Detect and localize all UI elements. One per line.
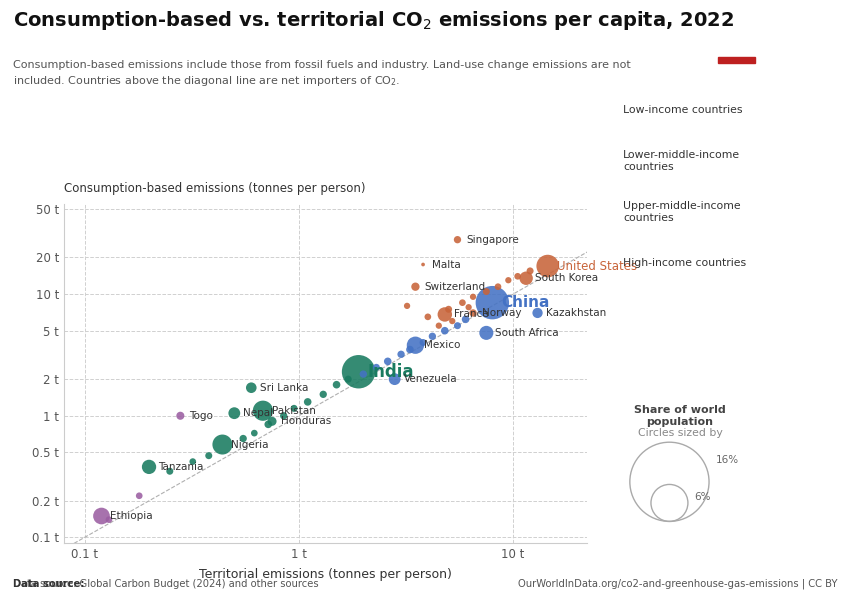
Text: Data source: Global Carbon Budget (2024) and other sources: Data source: Global Carbon Budget (2024)… [13,579,319,589]
Point [438,326,451,335]
Point [381,356,394,366]
Point [228,409,241,418]
Point [524,266,537,276]
Point [342,374,355,384]
Point [541,261,554,271]
Text: Kazakhstan: Kazakhstan [547,308,607,318]
Point [330,380,343,389]
Text: China: China [502,295,550,310]
Text: Venezuela: Venezuela [404,374,457,384]
Point [316,389,330,399]
Point [142,462,156,472]
Point [245,383,258,392]
Text: Upper-middle-income
countries: Upper-middle-income countries [623,200,740,223]
Text: Share of world
population: Share of world population [634,404,726,427]
Point [442,304,456,314]
Point [247,428,261,438]
Point [202,451,216,460]
Point [502,275,515,285]
Text: Our World: Our World [749,19,811,29]
Point [277,411,291,421]
Point [394,349,408,359]
Point [467,292,480,302]
Point [479,287,493,296]
Point [416,338,430,347]
Point [456,298,469,307]
Point [163,466,177,476]
Point [370,362,383,372]
Text: Mexico: Mexico [424,340,461,350]
Point [173,411,187,421]
Text: Honduras: Honduras [280,416,332,427]
Text: OurWorldInData.org/co2-and-greenhouse-gas-emissions | CC BY: OurWorldInData.org/co2-and-greenhouse-ga… [518,578,837,589]
Text: High-income countries: High-income countries [623,258,746,268]
Point [438,310,451,319]
Text: Consumption-based emissions (tonnes per person): Consumption-based emissions (tonnes per … [64,182,366,195]
Point [416,260,430,269]
Point [133,491,146,500]
Point [530,308,544,318]
Bar [718,57,755,63]
Text: Nepal: Nepal [243,408,274,418]
Point [421,312,434,322]
Point [467,308,480,318]
Text: Lower-middle-income
countries: Lower-middle-income countries [623,149,740,172]
Point [432,321,445,331]
Text: Switzerland: Switzerland [424,281,485,292]
Text: United States: United States [557,260,637,272]
Point [400,301,414,311]
Point [356,369,370,379]
Point [265,416,279,426]
Text: 6%: 6% [694,493,711,502]
Text: Circles sized by: Circles sized by [638,428,722,438]
Point [485,298,499,307]
Point [409,282,422,292]
Point [352,367,366,377]
Text: Low-income countries: Low-income countries [623,105,743,115]
Point [403,345,416,355]
Point [262,419,275,429]
Text: Singapore: Singapore [467,235,519,245]
Point [479,328,493,338]
Point [459,314,473,324]
Text: 16%: 16% [716,455,739,465]
Text: Tanzania: Tanzania [158,462,203,472]
Point [445,316,459,326]
Point [450,321,464,331]
Point [256,406,269,416]
Point [236,434,250,443]
Point [450,235,464,244]
Point [388,374,401,384]
Text: Malta: Malta [432,260,461,269]
Point [287,404,301,413]
Point [491,282,505,292]
Point [216,440,230,449]
Text: Data source:: Data source: [13,579,84,589]
Point [94,511,108,521]
Text: Consumption-based emissions include those from fossil fuels and industry. Land-u: Consumption-based emissions include thos… [13,60,631,88]
Text: in Data: in Data [758,42,802,52]
Point [186,457,200,466]
Text: France: France [454,310,488,319]
Text: Norway: Norway [482,308,521,318]
Point [519,274,533,283]
Text: Pakistan: Pakistan [272,406,315,416]
Text: India: India [367,363,414,381]
Point [409,340,422,350]
Point [462,302,475,312]
Text: Togo: Togo [190,411,213,421]
Text: South Korea: South Korea [535,273,598,283]
Point [102,515,116,524]
Point [426,331,439,341]
Text: South Africa: South Africa [496,328,558,338]
X-axis label: Territorial emissions (tonnes per person): Territorial emissions (tonnes per person… [199,568,451,581]
Text: Consumption-based vs. territorial CO$_2$ emissions per capita, 2022: Consumption-based vs. territorial CO$_2$… [13,9,734,32]
Text: Nigeria: Nigeria [231,440,269,449]
Text: Ethiopia: Ethiopia [110,511,153,521]
Point [511,272,524,281]
Point [301,397,314,407]
Text: Sri Lanka: Sri Lanka [260,383,309,393]
